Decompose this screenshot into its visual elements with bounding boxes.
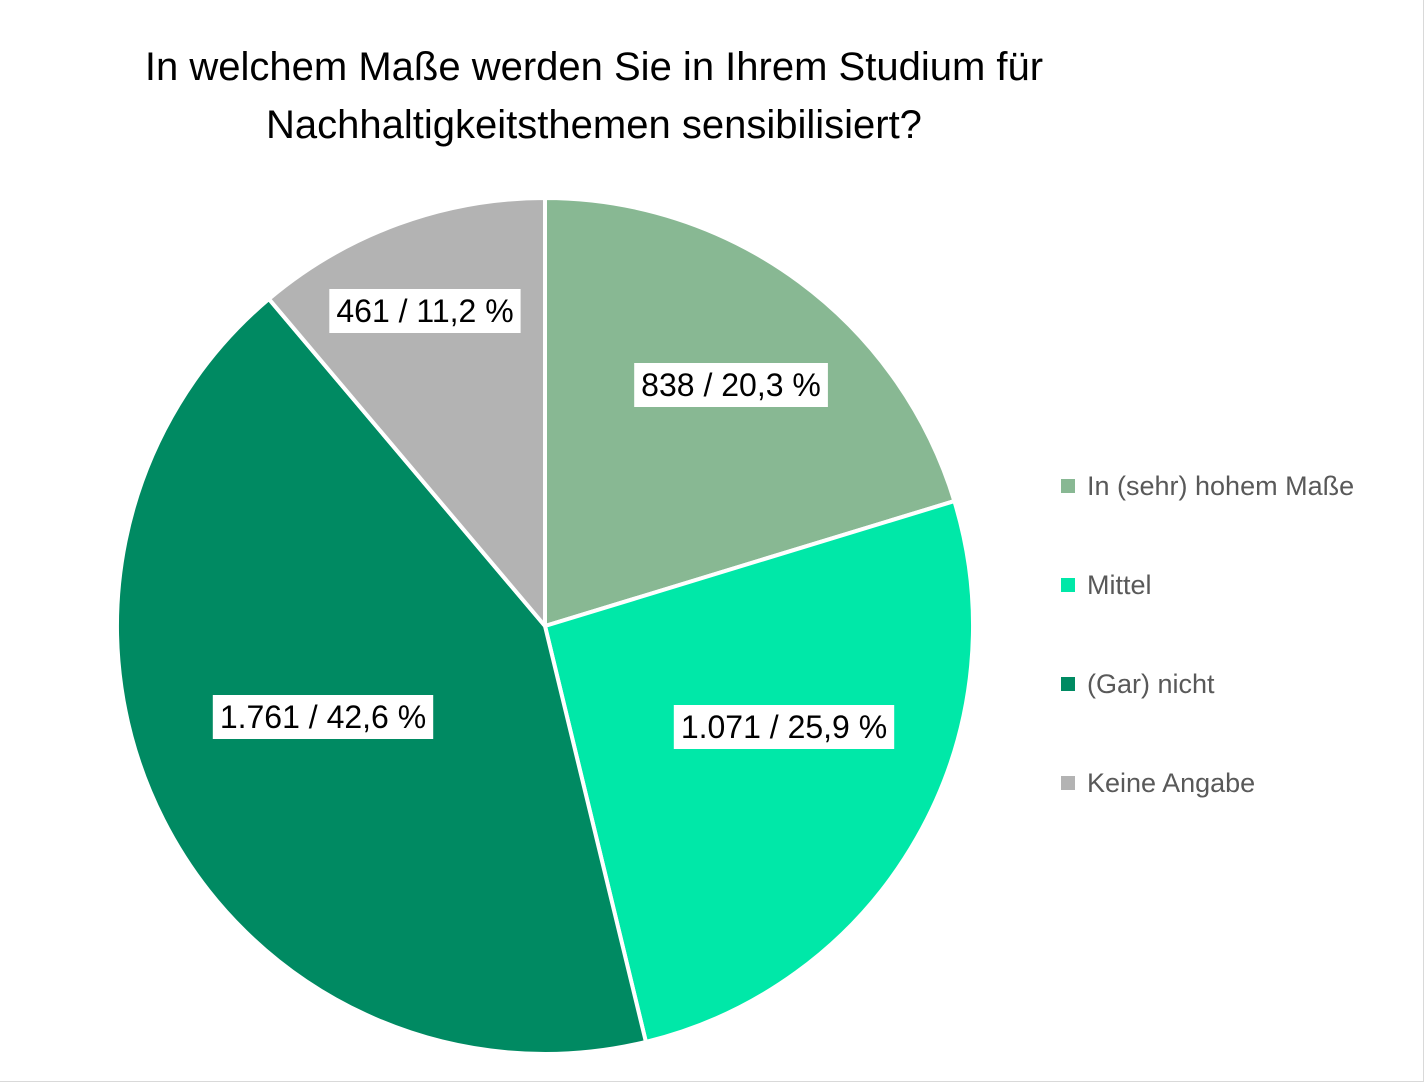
- data-label-box: [212, 695, 434, 739]
- data-label-text: 838 / 20,3 %: [641, 367, 821, 403]
- legend-label: In (sehr) hohem Maße: [1087, 471, 1354, 501]
- pie-slices: [115, 196, 975, 1056]
- legend-item-keine-angabe: Keine Angabe: [1061, 768, 1255, 798]
- data-label-box: [329, 289, 521, 333]
- data-label-mittel: 1.071 / 25,9 %: [673, 705, 895, 749]
- legend-label: Mittel: [1087, 570, 1152, 600]
- data-label-text: 1.761 / 42,6 %: [220, 699, 426, 735]
- data-label-gar-nicht: 1.761 / 42,6 %: [212, 695, 434, 739]
- chart-title-line-1: In welchem Maße werden Sie in Ihrem Stud…: [145, 45, 1043, 89]
- pie-slice-in-sehr-hohem-ma-e: [543, 196, 957, 628]
- chart-title-line-2: Nachhaltigkeitsthemen sensibilisiert?: [266, 103, 922, 147]
- data-label-box: [634, 363, 828, 407]
- data-labels: 838 / 20,3 % 1.071 / 25,9 % 1.761 / 42,6 %…: [212, 289, 895, 749]
- chart-title: In welchem Maße werden Sie in Ihrem Stud…: [145, 45, 1043, 147]
- legend-swatch: [1061, 479, 1075, 493]
- legend-item-mittel: Mittel: [1061, 570, 1152, 600]
- legend: In (sehr) hohem Maße Mittel (Gar) nicht Kei…: [1061, 471, 1354, 798]
- legend-swatch: [1061, 578, 1075, 592]
- legend-label: (Gar) nicht: [1087, 669, 1215, 699]
- data-label-keine-angabe: 461 / 11,2 %: [329, 289, 521, 333]
- data-label-in-sehr-hohem-ma-e: 838 / 20,3 %: [634, 363, 828, 407]
- pie-slice-gar-nicht: [115, 296, 648, 1056]
- data-label-box: [673, 705, 895, 749]
- data-label-text: 461 / 11,2 %: [336, 293, 513, 329]
- legend-item-in-sehr-hohem-ma-e: In (sehr) hohem Maße: [1061, 471, 1354, 501]
- legend-label: Keine Angabe: [1087, 768, 1255, 798]
- legend-swatch: [1061, 776, 1075, 790]
- legend-item-gar-nicht: (Gar) nicht: [1061, 669, 1215, 699]
- pie-slice-mittel: [543, 499, 975, 1044]
- data-label-text: 1.071 / 25,9 %: [681, 709, 887, 745]
- legend-swatch: [1061, 677, 1075, 691]
